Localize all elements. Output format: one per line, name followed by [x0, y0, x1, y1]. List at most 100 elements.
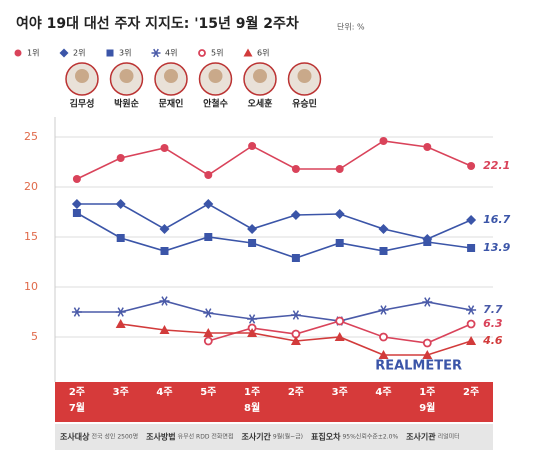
- marker: [203, 328, 214, 337]
- marker: [335, 316, 345, 326]
- marker: [466, 305, 477, 315]
- marker: [115, 319, 126, 328]
- x-tick-label: 4주: [156, 386, 172, 398]
- footnote-text: 9월(월~금): [273, 433, 303, 441]
- marker: [467, 162, 476, 170]
- footnote-key: 조사기관: [406, 432, 436, 442]
- y-tick-label: 15: [24, 230, 38, 243]
- marker: [290, 210, 301, 220]
- marker: [291, 254, 300, 262]
- marker: [334, 209, 345, 219]
- x-month-label: 8월: [244, 402, 260, 414]
- marker: [115, 199, 126, 209]
- marker: [247, 314, 258, 324]
- marker: [160, 247, 169, 255]
- marker: [378, 350, 389, 359]
- marker: [159, 325, 170, 334]
- marker: [247, 328, 258, 337]
- unit-label: 단위: %: [337, 22, 365, 32]
- footnote-key: 조사기간: [241, 432, 271, 442]
- brand: REALMETER: [375, 359, 462, 374]
- marker: [14, 49, 22, 57]
- series: 13.9: [72, 209, 511, 262]
- legend-label: 3위: [119, 49, 131, 58]
- footnote-text: 유무선 RDD 전화면접: [178, 433, 234, 441]
- series-line: [76, 203, 472, 240]
- marker: [335, 165, 344, 173]
- legend-label: 5위: [211, 49, 223, 58]
- candidate-name: 유승민: [292, 98, 317, 110]
- marker: [116, 234, 125, 242]
- marker: [203, 336, 213, 346]
- marker: [151, 48, 161, 58]
- x-tick-label: 5주: [200, 386, 216, 398]
- marker: [466, 319, 476, 329]
- x-tick-label: 1주: [419, 386, 435, 398]
- marker: [72, 209, 81, 217]
- chart-title: 여야 19대 대선 주자 지지도: '15년 9월 2주차: [16, 15, 299, 32]
- end-value-label: 4.6: [482, 334, 503, 347]
- marker: [334, 332, 345, 341]
- end-value-label: 6.3: [483, 317, 503, 330]
- footnote-text: 전국 성인 2500명: [91, 433, 138, 441]
- legend-label: 1위: [27, 49, 39, 58]
- footnote-key: 조사대상: [60, 432, 90, 442]
- x-axis-band: [55, 382, 493, 422]
- footnote-text: 95%신뢰수준±2.0%: [342, 433, 398, 441]
- marker: [335, 239, 344, 247]
- marker: [115, 307, 126, 317]
- footnote-key: 표집오차: [311, 432, 341, 442]
- end-value-label: 13.9: [483, 241, 510, 254]
- marker: [203, 199, 214, 209]
- end-value-label: 22.1: [483, 159, 510, 172]
- marker: [378, 224, 389, 234]
- marker: [204, 171, 213, 179]
- marker: [467, 244, 476, 252]
- marker: [379, 137, 388, 145]
- series: 4.6: [115, 319, 503, 359]
- marker: [72, 175, 81, 183]
- candidate-face: [297, 69, 312, 83]
- marker: [198, 49, 206, 57]
- marker: [106, 49, 114, 57]
- marker: [59, 48, 69, 58]
- marker: [378, 305, 389, 315]
- marker: [203, 308, 214, 318]
- marker: [422, 350, 433, 359]
- x-month-label: 9월: [419, 402, 435, 414]
- marker: [290, 310, 301, 320]
- marker: [116, 154, 125, 162]
- candidate-name: 오세훈: [248, 98, 273, 110]
- candidate-face: [208, 69, 223, 83]
- candidate-face: [253, 69, 267, 83]
- marker: [248, 239, 257, 247]
- marker: [379, 332, 388, 342]
- legend-label: 2위: [73, 49, 85, 58]
- marker: [243, 48, 253, 57]
- footnote-band: [55, 424, 493, 450]
- candidate-face: [164, 69, 178, 83]
- candidate-name: 박원순: [114, 98, 139, 110]
- candidate-name: 문재인: [159, 98, 184, 110]
- marker: [71, 307, 82, 317]
- legend-label: 4위: [165, 49, 177, 58]
- marker: [248, 142, 257, 150]
- marker: [379, 247, 388, 255]
- x-tick-label: 2주: [288, 386, 304, 398]
- x-tick-label: 1주: [244, 386, 260, 398]
- y-tick-label: 5: [31, 330, 38, 343]
- end-value-label: 7.7: [483, 303, 503, 316]
- series-line: [76, 300, 472, 322]
- marker: [423, 238, 432, 246]
- x-tick-label: 3주: [113, 386, 129, 398]
- y-tick-label: 25: [24, 130, 38, 143]
- end-value-label: 16.7: [483, 213, 510, 226]
- y-tick-label: 10: [24, 280, 38, 293]
- series-line: [76, 212, 472, 259]
- footnote-text: 리얼미터: [438, 433, 460, 441]
- candidate-face: [75, 69, 89, 83]
- series: 16.7: [71, 199, 511, 244]
- marker: [247, 224, 258, 234]
